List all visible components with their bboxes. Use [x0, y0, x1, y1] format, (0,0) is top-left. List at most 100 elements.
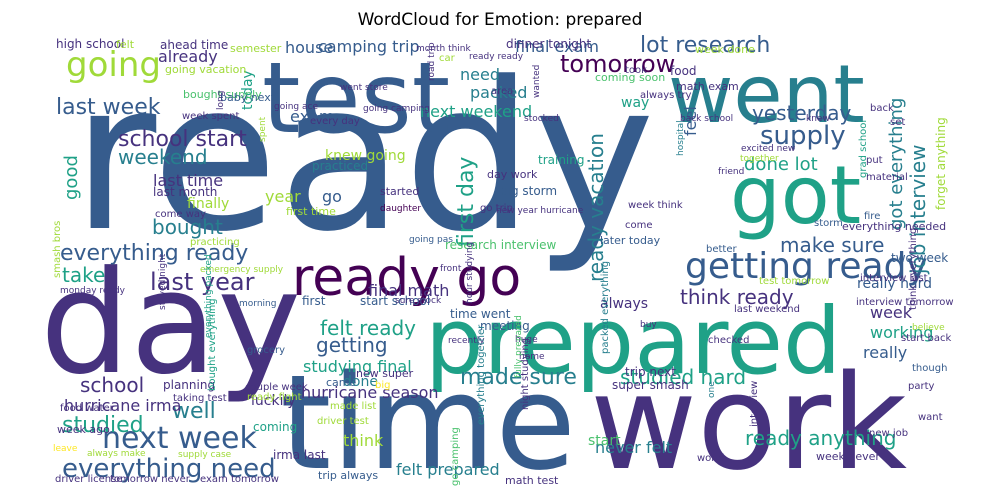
word-interview: interview	[749, 381, 760, 427]
word-trip-always: trip always	[318, 469, 378, 482]
word-bought: bought	[152, 215, 223, 239]
word-super-smash: super smash	[612, 378, 689, 392]
word-morning: morning	[239, 299, 276, 309]
word-sure-stock: sure stock	[395, 296, 442, 306]
word-weekend: weekend	[118, 145, 208, 169]
word-time: time	[280, 346, 576, 499]
word-good: good	[61, 155, 82, 200]
word-job-interview: job interview	[906, 144, 930, 275]
word-studied: studied	[62, 413, 144, 438]
word-fully-prepared: fully prepared	[514, 315, 524, 378]
word-ready-fight: ready fight	[247, 392, 302, 403]
word-week-spent: week spent	[182, 111, 240, 122]
word-home: home	[519, 352, 545, 362]
word-smash-bros: smash bros	[52, 221, 63, 278]
word-knew: knew	[806, 114, 830, 124]
word-everything-needed: everything needed	[842, 220, 946, 233]
word-taking-test: taking test	[173, 393, 227, 404]
word-everything-together: everything together	[476, 324, 487, 425]
word-everything-packed: everything packed	[204, 254, 214, 338]
word-final-math: final math	[368, 281, 449, 300]
word-set: set	[890, 117, 905, 128]
word-new-year-hurricane: new year hurricane	[496, 206, 584, 216]
word-start-back: start back	[901, 333, 951, 344]
word-ready: ready	[72, 39, 655, 277]
word-felt: felt	[116, 38, 135, 51]
word-exam: exam	[290, 107, 334, 126]
word-stocked: stocked	[524, 114, 559, 124]
word-huge: huge	[515, 335, 538, 345]
word-week-never: week never	[816, 450, 880, 463]
word-dinner-tonight: dinner tonight	[506, 37, 592, 51]
word-research-interview: research interview	[445, 238, 557, 252]
word-luckily: luckily	[251, 393, 296, 409]
word-working: working	[870, 323, 933, 342]
word-today: today	[240, 70, 256, 110]
word-took: took	[625, 65, 647, 76]
word-recently: recently	[448, 336, 485, 346]
word-year: year	[265, 187, 301, 206]
word-grad-school: grad school	[858, 120, 869, 178]
word-come-way: come way	[155, 209, 206, 220]
word-next-weekend: next weekend	[420, 102, 532, 121]
word-car: car	[439, 53, 456, 64]
word-grocery: grocery	[247, 345, 285, 356]
figure-title: WordCloud for Emotion: prepared	[357, 10, 643, 30]
word-back-school: back school	[680, 114, 733, 124]
word-interview-last: interview last	[860, 273, 928, 284]
word-got: got	[730, 149, 861, 242]
word-done: done	[343, 374, 378, 390]
word-packed: packed	[470, 83, 527, 102]
word-last-time: last time	[153, 171, 223, 190]
word-go: go	[322, 187, 342, 206]
word-prepared: prepared	[425, 288, 841, 395]
word-area: area	[491, 86, 513, 97]
word-make-sure: make sure	[780, 233, 884, 257]
word-ready-anything: ready anything	[745, 426, 896, 450]
word-every-day: every day	[310, 116, 360, 127]
word-road-trip: road trip	[427, 42, 437, 81]
word-high-school: high school	[56, 37, 124, 51]
word-going-vacation: going vacation	[165, 63, 246, 76]
word-going-pas: going pas	[409, 235, 453, 245]
word-monday-ready: monday ready	[60, 286, 126, 296]
word-driver-license: driver license	[55, 474, 123, 485]
word-practicing: practicing	[190, 237, 240, 248]
word-need: need	[460, 65, 500, 84]
word-already: already	[158, 47, 218, 66]
word-always-try: always try	[640, 90, 692, 101]
word-finally: finally	[187, 196, 229, 212]
word-forget-anything: forget anything	[934, 117, 948, 210]
word-house: house	[285, 38, 333, 57]
word-made-sure: made sure	[460, 365, 577, 390]
word-ready-go: ready go	[292, 248, 521, 308]
word-done-lot: done lot	[744, 154, 818, 175]
word-felt-ready: felt ready	[320, 316, 416, 340]
word-believe: believe	[912, 323, 945, 333]
word-well: well	[172, 399, 216, 424]
word-getting-ready: getting ready	[685, 246, 928, 287]
word-later-today: later today	[600, 234, 661, 247]
word-better: better	[706, 244, 737, 255]
word-go-trip: go trip	[480, 203, 513, 214]
word-start-school: start school	[360, 294, 430, 308]
word-went: went	[668, 48, 865, 141]
word-knew-going: knew going	[325, 148, 406, 164]
word-made-list: made list	[330, 401, 376, 412]
word-last-month: last month	[153, 185, 217, 199]
word-new-super: new super	[356, 367, 414, 380]
word-go-camping: go camping	[450, 427, 461, 486]
word-friend: friend	[718, 167, 744, 177]
word-hurricane-irma: hurricane irma	[64, 396, 181, 415]
word-fire: fire	[864, 211, 880, 222]
word-time-went: time went	[450, 307, 511, 321]
word-together: together	[740, 154, 779, 164]
word-daughter: daughter	[380, 204, 421, 214]
word-material: material	[866, 172, 908, 183]
word-feel: feel	[681, 106, 700, 136]
word-went-store: went store	[340, 83, 388, 93]
word-test-tomorrow: test tomorrow	[759, 276, 829, 287]
word-food-water: food water	[60, 403, 115, 414]
word-ready-ready: ready ready	[469, 52, 524, 62]
word-back: back	[870, 103, 894, 114]
